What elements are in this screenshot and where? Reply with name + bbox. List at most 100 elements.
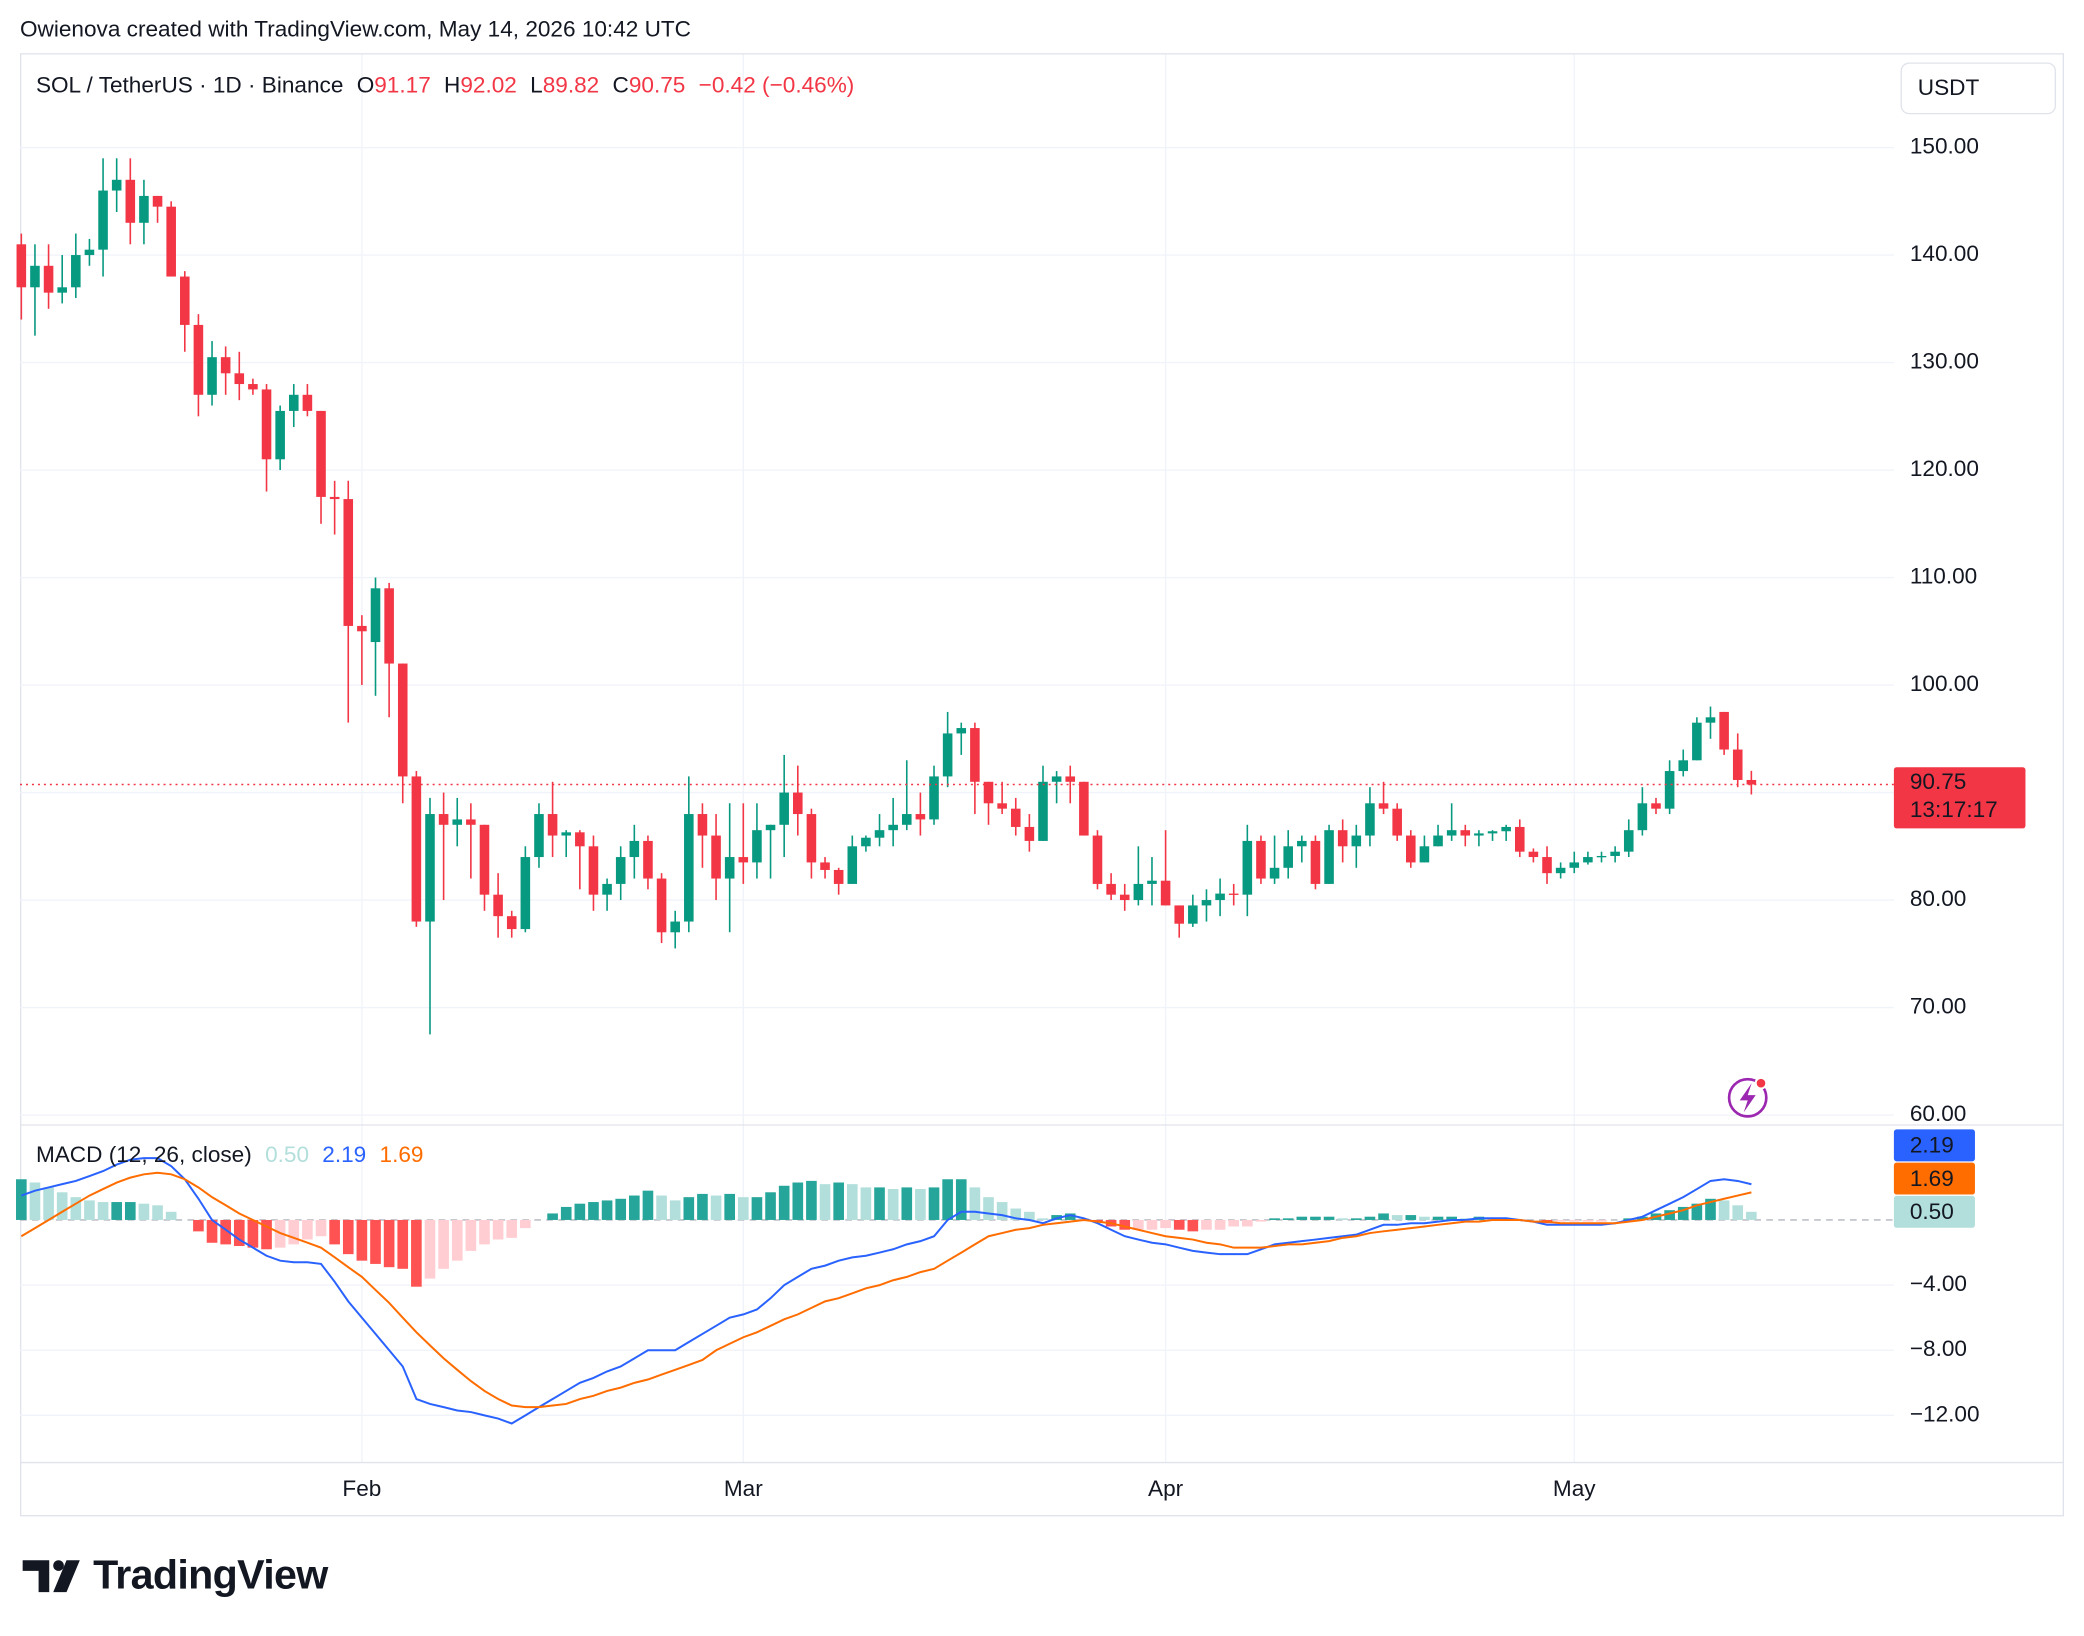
candle-body — [874, 830, 885, 838]
candle-body — [1051, 776, 1062, 782]
macd-tag-label: 2.19 — [1910, 1133, 1954, 1158]
histogram-bar — [138, 1203, 150, 1220]
histogram-bar — [1337, 1218, 1349, 1220]
candle-body — [779, 792, 789, 825]
y-tick-label: 130.00 — [1910, 349, 1979, 374]
candle-body — [1365, 803, 1375, 836]
candle-body — [520, 857, 531, 930]
histogram-bar — [1296, 1216, 1308, 1220]
currency-button[interactable] — [1900, 62, 2057, 115]
candle-body — [1664, 771, 1675, 809]
histogram-bar — [955, 1179, 967, 1220]
candle-body — [1419, 846, 1430, 863]
candle-body — [1351, 835, 1362, 847]
last-price-label: 90.75 — [1910, 769, 1967, 794]
histogram-bar — [261, 1219, 272, 1250]
histogram-bar — [424, 1219, 436, 1279]
histogram-bar — [547, 1213, 558, 1220]
candle-body — [534, 814, 544, 858]
histogram-bar — [1555, 1219, 1566, 1222]
histogram-bar — [710, 1195, 722, 1220]
candle-body — [1501, 826, 1511, 832]
histogram-bar — [302, 1219, 313, 1240]
histogram-bar — [1732, 1205, 1744, 1220]
histogram-bar — [1691, 1203, 1703, 1220]
candle-body — [1719, 711, 1729, 750]
histogram-bar — [492, 1219, 504, 1240]
alert-icon[interactable] — [1727, 1076, 1768, 1118]
candle-body — [57, 287, 67, 293]
histogram-bar — [860, 1187, 872, 1220]
histogram-bar — [615, 1198, 627, 1220]
candle-body — [425, 814, 435, 922]
candle-body — [343, 499, 354, 626]
candle-body — [30, 265, 40, 288]
candle-body — [1378, 803, 1389, 809]
attribution: Owienova created with TradingView.com, M… — [20, 17, 691, 42]
histogram-bar — [1596, 1219, 1607, 1222]
histogram-bar — [1350, 1218, 1362, 1220]
candle-body — [1569, 862, 1580, 868]
candle-body — [1460, 830, 1471, 836]
histogram-bar — [1310, 1216, 1321, 1220]
candle-body — [643, 840, 653, 879]
histogram-bar — [342, 1219, 354, 1255]
candle-body — [316, 410, 326, 497]
candle-body — [125, 179, 136, 223]
histogram-bar — [315, 1219, 327, 1237]
histogram-bar — [506, 1219, 518, 1238]
candle-body — [1487, 831, 1498, 834]
candle-body — [152, 195, 163, 207]
logo-mark — [53, 1560, 64, 1571]
macd-tag — [1893, 1129, 1975, 1162]
histogram-bar — [16, 1179, 27, 1220]
price-change: −0.42 (−0.46%) — [699, 72, 855, 97]
candle-body — [970, 728, 980, 782]
histogram-tag-label: 0.50 — [1910, 1199, 1954, 1224]
candle-body — [793, 792, 803, 815]
candle-body — [1651, 803, 1661, 809]
candle-body — [575, 832, 585, 847]
candle-body — [547, 814, 558, 836]
candle-body — [1337, 830, 1348, 847]
histogram-bar — [29, 1182, 41, 1220]
histogram-bar — [1364, 1216, 1376, 1220]
histogram-bar — [70, 1197, 82, 1220]
candle-body — [1215, 893, 1225, 901]
candle-body — [1188, 905, 1198, 924]
histogram-bar — [1282, 1218, 1294, 1220]
macd-value: 2.19 — [322, 1142, 366, 1167]
candle-body — [16, 244, 27, 288]
signal-tag-label: 1.69 — [1910, 1166, 1954, 1191]
candle-body — [1297, 840, 1307, 847]
candle-body — [1324, 830, 1334, 884]
histogram-bar — [1746, 1211, 1757, 1220]
y-tick-label: 150.00 — [1910, 134, 1979, 159]
histogram-bar — [451, 1219, 463, 1261]
histogram-bar — [942, 1179, 953, 1220]
axes: FebMarAprMay60.0070.0080.0090.00100.0011… — [342, 134, 2026, 1501]
candle-body — [1732, 749, 1743, 780]
histogram-bar — [806, 1180, 817, 1220]
histogram-bar — [778, 1185, 790, 1220]
candle-body — [1678, 760, 1689, 772]
histogram-bar — [915, 1189, 926, 1220]
candle-body — [248, 384, 258, 390]
candle-body — [1392, 808, 1402, 836]
candle-body — [180, 276, 190, 325]
histogram-bar — [1446, 1216, 1457, 1220]
candle-body — [806, 814, 817, 863]
y-tick-label: 140.00 — [1910, 241, 1979, 266]
y-tick-label: −8.00 — [1910, 1336, 1967, 1361]
ohlc-value: 91.17 — [374, 72, 431, 97]
candle-body — [1201, 900, 1212, 906]
histogram-bar — [152, 1205, 163, 1220]
histogram-bar — [479, 1219, 490, 1245]
y-tick-label: −12.00 — [1910, 1401, 1980, 1426]
candle-body — [997, 803, 1007, 809]
candle-body — [1106, 883, 1116, 895]
y-tick-label: 120.00 — [1910, 456, 1979, 481]
histogram-bar — [724, 1193, 736, 1220]
candle-body — [1283, 846, 1293, 868]
histogram-bar — [1323, 1216, 1335, 1220]
